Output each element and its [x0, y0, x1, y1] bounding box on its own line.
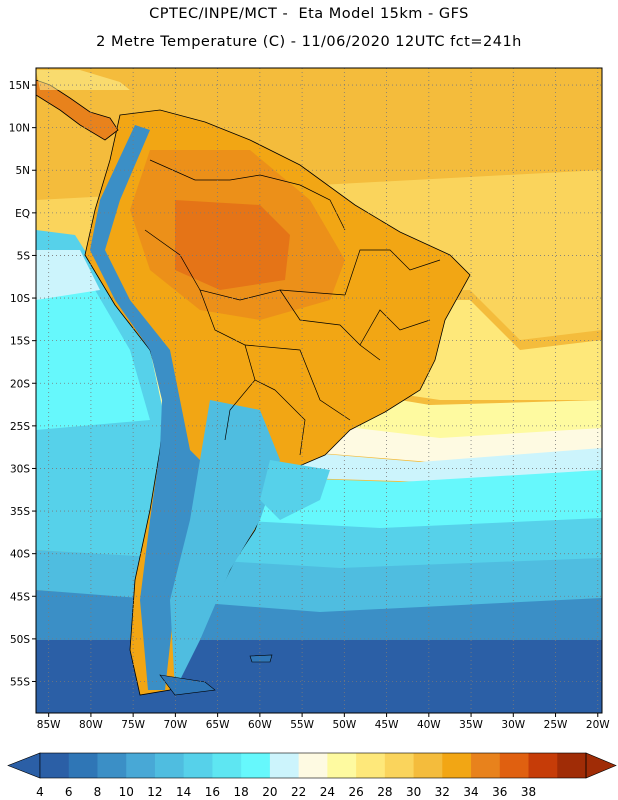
lon-tick-label: 55W: [290, 719, 314, 731]
colorbar-swatch: [68, 753, 98, 778]
lon-tick-label: 20W: [586, 719, 610, 731]
colorbar-swatch: [40, 753, 70, 778]
lat-tick-label: 25S: [10, 421, 30, 433]
lat-tick-label: 10S: [10, 293, 30, 305]
latitude-axis: 15N 10N 5N EQ 5S 10S 15S 20S 25S 30S 35S 40S 45S 50S 5…: [9, 80, 36, 688]
colorbar-label: 14: [176, 785, 191, 799]
colorbar-label: 4: [36, 785, 44, 799]
colorbar-swatch: [557, 753, 587, 778]
colorbar-label: 24: [320, 785, 335, 799]
caribbean-band: [36, 70, 130, 90]
amazon-warm-region: [130, 150, 345, 320]
andes-cold-strip: [90, 125, 210, 690]
colorbar-swatch: [413, 753, 443, 778]
colorbar-label: 32: [435, 785, 450, 799]
map-title-line-2: 2 Metre Temperature (C) - 11/06/2020 12U…: [96, 34, 522, 50]
lat-tick-label: 20S: [10, 378, 30, 390]
colorbar-label: 22: [291, 785, 306, 799]
lat-tick-label: 10N: [9, 123, 30, 135]
colorbar-swatch: [528, 753, 558, 778]
lon-tick-label: 30W: [501, 719, 525, 731]
lat-tick-label: 5N: [15, 165, 30, 177]
colorbar-swatch: [154, 753, 185, 778]
lat-tick-label: EQ: [15, 208, 30, 220]
colorbar-label: 34: [463, 785, 478, 799]
colorbar-label: 6: [65, 785, 73, 799]
colorbar-swatch: [212, 753, 242, 778]
colorbar-label: 38: [521, 785, 536, 799]
colorbar-swatch: [183, 753, 213, 778]
longitude-axis: 85W 80W 75W 70W 65W 60W 55W 50W 45W 40W 35W 30W 25W 2…: [37, 713, 610, 731]
colorbar-label: 12: [147, 785, 162, 799]
colorbar-swatch: [241, 753, 271, 778]
colorbar-swatch: [384, 753, 415, 778]
lat-tick-label: 50S: [10, 634, 30, 646]
lon-tick-label: 40W: [417, 719, 441, 731]
lon-tick-label: 60W: [248, 719, 272, 731]
lat-tick-label: 15N: [9, 80, 30, 92]
colorbar-label: 10: [119, 785, 134, 799]
lon-tick-label: 65W: [206, 719, 230, 731]
lon-tick-label: 75W: [121, 719, 145, 731]
lat-tick-label: 45S: [10, 591, 30, 603]
colorbar-swatch: [471, 753, 501, 778]
tierra-del-fuego: [159, 674, 216, 696]
colorbar-label: 18: [234, 785, 249, 799]
colorbar-swatch: [126, 753, 156, 778]
uruguay-cool: [260, 460, 330, 520]
lon-tick-label: 50W: [332, 719, 356, 731]
colorbar-label: 28: [377, 785, 392, 799]
lon-tick-label: 85W: [37, 719, 61, 731]
lon-tick-label: 45W: [375, 719, 399, 731]
colorbar-arrow-high: [585, 752, 617, 779]
pacific-cool-band-3: [36, 250, 100, 300]
colorbar-frame: [39, 752, 587, 779]
colorbar-swatch: [97, 753, 127, 778]
colorbar-label: 36: [492, 785, 507, 799]
colorbar-label: 8: [94, 785, 102, 799]
lat-tick-label: 30S: [10, 463, 30, 475]
colorbar-arrow-low: [7, 752, 41, 779]
colorbar-swatch: [356, 753, 386, 778]
lat-tick-label: 40S: [10, 549, 30, 561]
lon-tick-label: 35W: [459, 719, 483, 731]
pacific-cool-band-2: [36, 290, 150, 430]
map-title-line-1: CPTEC/INPE/MCT - Eta Model 15km - GFS: [149, 6, 469, 22]
colorbar: 4 6 8 10 12 14 16 18 20 22 24 26 28 30 32 34 36 38: [7, 752, 617, 799]
colorbar-label: 20: [262, 785, 277, 799]
country-borders: [144, 159, 441, 456]
map-field: [36, 68, 602, 713]
lon-tick-label: 80W: [79, 719, 103, 731]
colorbar-label: 16: [205, 785, 220, 799]
southern-cone-cool: [170, 400, 280, 690]
colorbar-label: 26: [348, 785, 363, 799]
lon-tick-label: 70W: [164, 719, 188, 731]
falkland-islands: [249, 654, 273, 663]
lat-tick-label: 5S: [17, 250, 31, 262]
lat-tick-label: 15S: [10, 336, 30, 348]
colorbar-swatch: [298, 753, 328, 778]
colorbar-swatch: [499, 753, 530, 778]
ocean-band-6: [36, 640, 602, 713]
lon-tick-label: 25W: [544, 719, 568, 731]
colorbar-swatch: [327, 753, 357, 778]
lat-tick-label: 55S: [10, 676, 30, 688]
colorbar-label: 30: [406, 785, 421, 799]
colorbar-swatch: [442, 753, 472, 778]
colorbar-swatch: [269, 753, 300, 778]
map-frame: [35, 67, 603, 714]
lat-tick-label: 35S: [10, 506, 30, 518]
